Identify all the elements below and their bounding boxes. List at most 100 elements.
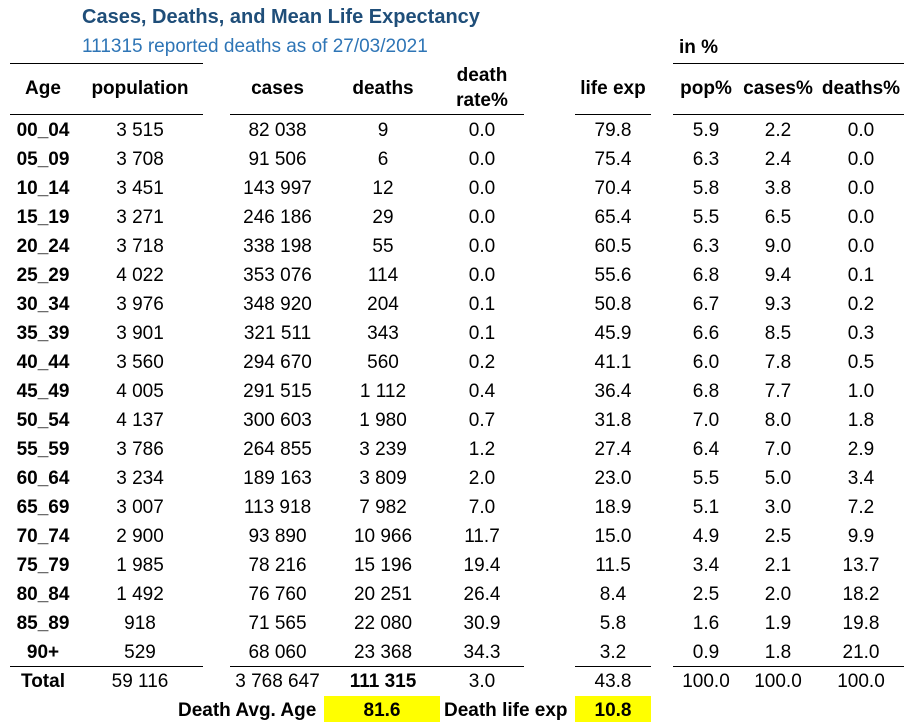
cell-deaths: 204 xyxy=(367,294,399,315)
cell-cases-pct: 5.0 xyxy=(764,468,792,489)
cell-age: 90+ xyxy=(26,642,60,663)
cell-population: 529 xyxy=(124,642,156,663)
cell-cases-pct: 8.5 xyxy=(764,323,792,344)
cell-age: 55_59 xyxy=(16,439,70,460)
cell-cases: 353 076 xyxy=(243,265,312,286)
cell-deaths: 114 xyxy=(367,265,399,286)
cell-pop-pct: 7.0 xyxy=(692,410,720,431)
cell-life-exp: 70.4 xyxy=(594,178,632,199)
cell-age: 10_14 xyxy=(16,178,70,199)
cell-pop-pct: 5.5 xyxy=(692,207,720,228)
cell-death-rate: 0.0 xyxy=(468,265,496,286)
header-pop-pct: pop% xyxy=(680,78,732,99)
cell-life-exp: 50.8 xyxy=(594,294,632,315)
cell-cases: 348 920 xyxy=(243,294,312,315)
cell-life-exp: 75.4 xyxy=(594,149,632,170)
cell-age: 20_24 xyxy=(16,236,70,257)
cell-life-exp: 65.4 xyxy=(594,207,632,228)
page-title: Cases, Deaths, and Mean Life Expectancy xyxy=(82,6,480,28)
cell-cases-pct: 9.3 xyxy=(764,294,792,315)
cell-cases: 93 890 xyxy=(248,526,307,547)
cell-deaths: 20 251 xyxy=(353,584,413,605)
cell-population: 4 005 xyxy=(116,381,164,402)
percent-section-label: in % xyxy=(679,37,719,58)
cell-cases-pct: 9.4 xyxy=(764,265,792,286)
cell-cases-pct: 3.0 xyxy=(764,497,792,518)
cell-cases: 82 038 xyxy=(248,120,307,141)
cell-cases-pct: 7.8 xyxy=(764,352,792,373)
cell-age: 50_54 xyxy=(16,410,70,431)
cell-cases-pct: 2.2 xyxy=(764,120,792,141)
cell-life-exp: 36.4 xyxy=(594,381,632,402)
cell-deaths: 1 112 xyxy=(359,381,407,402)
death-life-exp-label: Death life exp xyxy=(444,700,568,721)
cell-death-rate: 0.1 xyxy=(468,323,496,344)
cell-pop-pct: 0.9 xyxy=(692,642,720,663)
cell-cases: 294 670 xyxy=(243,352,312,373)
cell-deaths-pct: 0.0 xyxy=(847,120,875,141)
header-death-rate-line1: death xyxy=(456,65,508,86)
cell-cases-pct: 1.9 xyxy=(764,613,792,634)
total-life-exp-cell: 43.8 xyxy=(594,671,632,692)
cell-age: 30_34 xyxy=(16,294,70,315)
cell-cases-pct: 7.7 xyxy=(764,381,792,402)
cell-population: 3 007 xyxy=(116,497,164,518)
cell-population: 3 560 xyxy=(116,352,164,373)
cell-cases-pct: 9.0 xyxy=(764,236,792,257)
cell-cases: 246 186 xyxy=(243,207,312,228)
cell-life-exp: 41.1 xyxy=(594,352,632,373)
total-age-cell: Total xyxy=(21,671,65,692)
cell-cases-pct: 1.8 xyxy=(764,642,792,663)
cell-life-exp: 27.4 xyxy=(594,439,632,460)
cell-deaths: 343 xyxy=(367,323,399,344)
cell-deaths-pct: 0.3 xyxy=(847,323,875,344)
cell-population: 3 708 xyxy=(116,149,164,170)
cell-age: 80_84 xyxy=(16,584,70,605)
header-bottom-rule-left xyxy=(10,114,203,115)
cell-cases-pct: 7.0 xyxy=(764,439,792,460)
cell-deaths-pct: 19.8 xyxy=(842,613,880,634)
total-deaths-pct-cell: 100.0 xyxy=(837,671,885,692)
header-bottom-rule-right xyxy=(673,114,904,115)
cell-pop-pct: 4.9 xyxy=(692,526,720,547)
cell-deaths-pct: 0.2 xyxy=(847,294,875,315)
cell-deaths-pct: 1.0 xyxy=(847,381,875,402)
cell-age: 00_04 xyxy=(16,120,70,141)
cell-life-exp: 5.8 xyxy=(599,613,627,634)
cell-deaths-pct: 0.5 xyxy=(847,352,875,373)
total-rule-life xyxy=(575,666,651,667)
cell-death-rate: 11.7 xyxy=(464,526,500,547)
cell-life-exp: 60.5 xyxy=(594,236,632,257)
total-population-cell: 59 116 xyxy=(111,671,169,692)
death-avg-age-label: Death Avg. Age xyxy=(178,700,317,721)
cell-pop-pct: 6.7 xyxy=(692,294,720,315)
header-top-rule-right xyxy=(673,63,904,64)
cell-cases-pct: 3.8 xyxy=(764,178,792,199)
death-avg-age-value: 81.6 xyxy=(363,700,401,721)
cell-deaths: 3 239 xyxy=(359,439,407,460)
cell-deaths: 15 196 xyxy=(353,555,413,576)
cell-pop-pct: 5.5 xyxy=(692,468,720,489)
cell-deaths-pct: 7.2 xyxy=(847,497,875,518)
cell-death-rate: 0.0 xyxy=(468,149,496,170)
cell-deaths-pct: 0.0 xyxy=(847,149,875,170)
cell-age: 15_19 xyxy=(16,207,70,228)
death-life-exp-value: 10.8 xyxy=(594,700,632,721)
cell-death-rate: 2.0 xyxy=(468,468,496,489)
cell-age: 35_39 xyxy=(16,323,70,344)
cell-deaths: 23 368 xyxy=(353,642,413,663)
cell-age: 65_69 xyxy=(16,497,70,518)
cell-cases: 91 506 xyxy=(248,149,307,170)
cell-population: 918 xyxy=(124,613,156,634)
cell-deaths-pct: 2.9 xyxy=(847,439,875,460)
cell-cases-pct: 8.0 xyxy=(764,410,792,431)
cell-pop-pct: 5.9 xyxy=(692,120,720,141)
cell-cases: 300 603 xyxy=(243,410,312,431)
cell-population: 3 451 xyxy=(116,178,164,199)
header-cases: cases xyxy=(251,78,304,99)
cell-cases-pct: 2.0 xyxy=(764,584,792,605)
cell-cases: 321 511 xyxy=(243,323,312,344)
cell-age: 85_89 xyxy=(16,613,70,634)
cell-age: 40_44 xyxy=(16,352,70,373)
total-death-rate-cell: 3.0 xyxy=(468,671,496,692)
